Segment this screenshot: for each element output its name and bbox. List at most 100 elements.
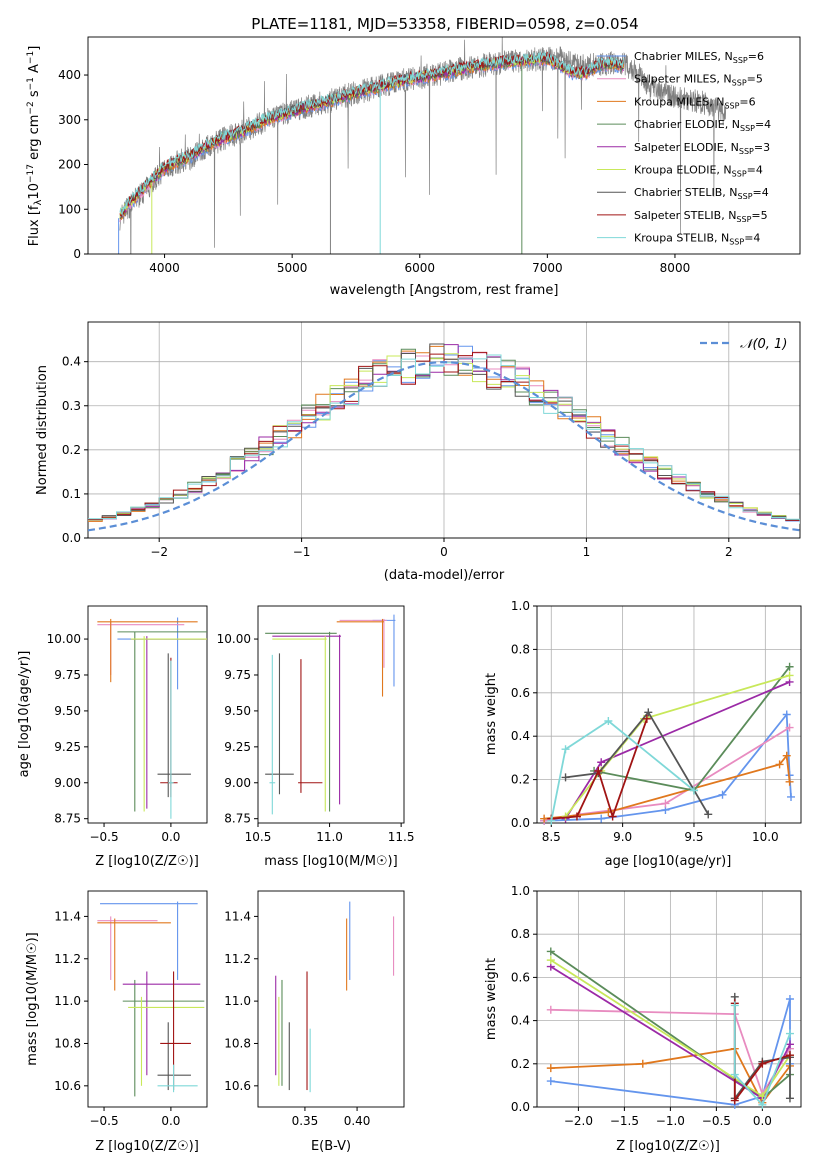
x-tick-label: 0.40: [344, 1114, 371, 1128]
x-axis-label: Z [log10(Z/Z☉)]: [616, 1139, 720, 1154]
x-tick-label: 10.0: [752, 830, 779, 844]
series-marker: [718, 790, 727, 799]
legend-text: Kroupa MILES, N: [634, 95, 724, 108]
legend-label: Chabrier MILES, NSSP=6: [634, 50, 764, 65]
legend-text: =5: [751, 209, 767, 222]
series-marker: [597, 814, 606, 823]
series-marker: [782, 710, 791, 719]
series-marker: [594, 766, 603, 775]
series-marker: [730, 1096, 739, 1105]
legend-label: Salpeter ELODIE, NSSP=3: [634, 141, 770, 156]
legend-text: Chabrier STELIB, N: [634, 186, 738, 199]
x-tick-label: 9.0: [613, 830, 632, 844]
series-marker: [775, 760, 784, 769]
x-axis-label: age [log10(age/yr)]: [605, 854, 732, 869]
txt: 10: [27, 183, 42, 200]
legend-text: Kroupa ELODIE, N: [634, 164, 732, 177]
errorbars: [275, 901, 395, 1093]
legend-text: Chabrier ELODIE, N: [634, 118, 740, 131]
series-marker: [644, 708, 653, 717]
axes-frame: [536, 605, 802, 824]
y-tick-label: 0.4: [511, 1014, 530, 1028]
x-tick-label: 6000: [404, 261, 435, 275]
series-marker: [689, 786, 698, 795]
x-tick-label: 1: [583, 545, 591, 559]
x-tick-label: 0.0: [161, 830, 180, 844]
legend-label: Salpeter MILES, NSSP=5: [634, 73, 763, 88]
axes-frame: [87, 605, 208, 824]
txt: ]: [27, 46, 42, 51]
x-tick-label: 10.5: [245, 830, 272, 844]
series-marker: [546, 956, 555, 965]
x-axis-label: Z [log10(Z/Z☉)]: [95, 854, 199, 869]
x-tick-label: −2.0: [564, 1114, 593, 1128]
y-tick-label: 0: [73, 247, 81, 261]
histogram-1: [88, 345, 800, 523]
x-tick-label: 9.5: [684, 830, 703, 844]
y-tick-label: 9.50: [224, 704, 251, 718]
axes-frame: [257, 605, 405, 824]
y-tick-label: 8.75: [224, 812, 251, 826]
legend-text: Salpeter STELIB, N: [634, 209, 736, 222]
errorbars: [97, 901, 205, 1097]
legend-label: Chabrier ELODIE, NSSP=4: [634, 118, 771, 133]
series-marker: [785, 723, 794, 732]
series-marker: [704, 810, 713, 819]
histogram-4: [88, 348, 800, 523]
y-tick-label: 200: [58, 158, 81, 172]
series-marker: [561, 745, 570, 754]
y-tick-label: 11.4: [54, 909, 81, 923]
y-tick-label: 11.0: [54, 994, 81, 1008]
series-marker: [572, 812, 581, 821]
model-spectrum-9: [119, 51, 625, 217]
x-tick-label: 0: [440, 545, 448, 559]
y-tick-label: 8.75: [54, 812, 81, 826]
y-tick-label: 0.4: [62, 355, 81, 369]
y-tick-label: 0.2: [62, 443, 81, 457]
series-marker: [758, 1059, 767, 1068]
y-tick-label: 9.25: [224, 740, 251, 754]
series-line-1: [544, 712, 792, 822]
y-tick-label: 9.75: [224, 668, 251, 682]
series-marker: [785, 662, 794, 671]
y-axis-label: mass weight: [484, 673, 499, 755]
y-tick-label: 9.75: [54, 668, 81, 682]
errorbars: [97, 617, 207, 819]
age_vs_mass_weight-panel: 8.5 9.0 9.5 10.0 0.0 0.2 0.4 0.6 0.8 1.0 age [log1…: [484, 599, 802, 869]
y-axis-label: mass [log10(M/M☉)]: [25, 932, 40, 1065]
legend-label: Kroupa ELODIE, NSSP=4: [634, 164, 763, 179]
y-tick-label: 0.8: [511, 927, 530, 941]
x-axis-label: mass [log10(M/M☉)]: [264, 854, 397, 869]
series-marker: [785, 777, 794, 786]
legend-sub: SSP: [739, 147, 754, 156]
legend-sub: SSP: [740, 124, 755, 133]
series-marker: [642, 714, 651, 723]
y-tick-label: 9.00: [224, 776, 251, 790]
series-marker: [547, 816, 556, 825]
sup: −2: [26, 101, 36, 114]
histogram-8: [88, 351, 800, 524]
legend-sub: SSP: [732, 79, 747, 88]
legend-label: Chabrier STELIB, NSSP=4: [634, 186, 769, 201]
x-tick-label: −0.5: [89, 1114, 118, 1128]
y-tick-label: 1.0: [511, 884, 530, 898]
series-marker: [785, 1094, 794, 1103]
y-tick-label: 400: [58, 68, 81, 82]
series-marker: [546, 1077, 555, 1086]
series-line-9: [733, 1005, 791, 1107]
x-tick-label: 0.35: [292, 1114, 319, 1128]
series-marker: [785, 1029, 794, 1038]
legend-sub: SSP: [724, 101, 739, 110]
Z_vs_mass_weight-panel: −2.0 −1.5 −1.0 −0.5 0.0 0.0 0.2 0.4 0.6 0.8 1.0 Z […: [484, 884, 802, 1154]
spectrum-panel: 4000 5000 6000 7000 8000 0 100 200 300 400 wavelen…: [26, 36, 801, 298]
x-tick-label: −2: [150, 545, 168, 559]
y-tick-label: 0.6: [511, 686, 530, 700]
series-marker: [638, 1059, 647, 1068]
series: [540, 662, 796, 825]
series-marker: [785, 671, 794, 680]
series-line-4: [593, 666, 791, 792]
series-marker: [785, 1051, 794, 1060]
Z_vs_mass-panel: −0.5 0.0 10.6 10.8 11.0 11.2 11.4 Z [log10(Z/Z☉…: [25, 890, 208, 1154]
y-tick-label: 11.2: [224, 952, 251, 966]
